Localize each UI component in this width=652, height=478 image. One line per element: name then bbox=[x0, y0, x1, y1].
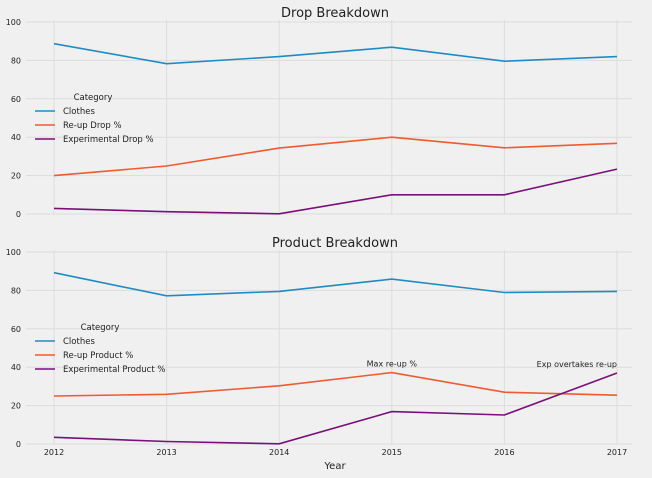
drop-legend-label-reup: Re-up Drop % bbox=[63, 121, 122, 131]
drop-series-line-experimental-drop bbox=[53, 168, 618, 215]
product-annotation-max-re-up: Max re-up % bbox=[367, 360, 418, 369]
product-x-tick-label: 2016 bbox=[494, 448, 514, 457]
product-y-tick-label: 0 bbox=[16, 440, 21, 449]
product-legend-label-clothes: Clothes bbox=[63, 337, 95, 347]
drop-y-tick-label: 0 bbox=[16, 210, 21, 219]
drop-y-tick-label: 60 bbox=[11, 95, 21, 104]
product-breakdown-gridlines bbox=[26, 250, 632, 445]
product-x-tick-label: 2014 bbox=[269, 448, 289, 457]
drop-legend-label-clothes: Clothes bbox=[63, 107, 95, 117]
drop-breakdown-legend: Category Clothes Re-up Drop % Experiment… bbox=[35, 93, 154, 145]
drop-breakdown-legend-title: Category bbox=[74, 93, 113, 103]
product-y-tick-label: 40 bbox=[11, 363, 21, 372]
drop-breakdown-series bbox=[53, 42, 618, 215]
product-breakdown-series bbox=[53, 271, 618, 445]
drop-legend-label-experimental: Experimental Drop % bbox=[63, 135, 154, 145]
drop-breakdown-title: Drop Breakdown bbox=[281, 6, 389, 21]
drop-y-tick-label: 100 bbox=[6, 18, 21, 27]
product-x-tick-label: 2015 bbox=[382, 448, 402, 457]
product-breakdown-y-ticks: 0 20 40 60 80 100 bbox=[6, 248, 21, 449]
product-series-line-re-up-product bbox=[53, 371, 618, 397]
drop-y-tick-label: 20 bbox=[11, 172, 21, 181]
drop-y-tick-label: 80 bbox=[11, 56, 21, 65]
product-y-tick-label: 60 bbox=[11, 325, 21, 334]
product-series-line-clothes bbox=[53, 271, 618, 297]
drop-breakdown-gridlines bbox=[26, 20, 632, 215]
product-legend-label-reup: Re-up Product % bbox=[63, 351, 133, 361]
product-breakdown-title: Product Breakdown bbox=[272, 236, 398, 251]
product-breakdown-x-ticks: 2012 2013 2014 2015 2016 2017 bbox=[44, 448, 627, 457]
product-x-tick-label: 2017 bbox=[607, 448, 627, 457]
product-x-tick-label: 2013 bbox=[156, 448, 176, 457]
drop-breakdown-panel: 0 20 40 60 80 100 Drop Breakdown Category Clo… bbox=[6, 6, 632, 219]
product-x-tick-label: 2012 bbox=[44, 448, 64, 457]
product-breakdown-panel: 0 20 40 60 80 100 2012 2013 2014 2015 2016 2017 Ma… bbox=[6, 236, 632, 472]
product-breakdown-annotations: Max re-up % Exp overtakes re-up bbox=[367, 360, 617, 369]
product-y-tick-label: 20 bbox=[11, 402, 21, 411]
product-breakdown-legend-title: Category bbox=[81, 323, 120, 333]
drop-y-tick-label: 40 bbox=[11, 133, 21, 142]
product-annotation-exp-overtakes-re-up: Exp overtakes re-up bbox=[537, 360, 617, 369]
drop-series-line-re-up-drop bbox=[53, 136, 618, 177]
drop-series-line-clothes bbox=[53, 42, 618, 65]
product-legend-label-experimental: Experimental Product % bbox=[63, 365, 165, 375]
drop-breakdown-y-ticks: 0 20 40 60 80 100 bbox=[6, 18, 21, 219]
product-y-tick-label: 80 bbox=[11, 286, 21, 295]
product-y-tick-label: 100 bbox=[6, 248, 21, 257]
product-breakdown-legend: Category Clothes Re-up Product % Experim… bbox=[35, 323, 165, 375]
product-series-line-experimental-product bbox=[53, 372, 618, 445]
x-axis-label: Year bbox=[323, 461, 346, 472]
